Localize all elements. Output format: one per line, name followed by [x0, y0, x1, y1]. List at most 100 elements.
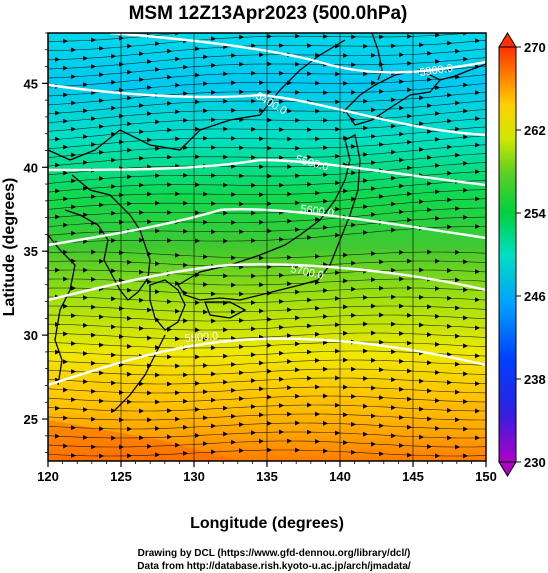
wind-arrow	[259, 25, 264, 30]
wind-arrow	[127, 95, 132, 101]
wind-arrow	[391, 349, 396, 355]
wind-arrow	[399, 105, 404, 111]
wind-arrow	[279, 429, 284, 435]
wind-arrow	[195, 182, 200, 188]
wind-arrow	[195, 327, 200, 333]
height-contours	[48, 33, 486, 387]
wind-arrow	[435, 313, 440, 319]
wind-arrow	[127, 69, 132, 75]
wind-arrow	[463, 259, 468, 265]
wind-arrow	[307, 154, 312, 160]
wind-arrow	[71, 204, 76, 210]
wind-arrow	[335, 348, 340, 354]
wind-arrow	[155, 66, 160, 72]
wind-arrow	[399, 79, 404, 85]
wind-arrow	[83, 159, 88, 165]
wind-arrow	[183, 318, 188, 324]
wind-arrow	[279, 42, 284, 48]
wind-arrow	[475, 116, 480, 122]
wind-arrow	[343, 135, 348, 141]
streamline-2	[48, 39, 486, 61]
wind-arrow	[119, 306, 124, 312]
wind-arrow	[343, 330, 348, 336]
wind-arrow	[279, 98, 284, 104]
wind-arrow	[407, 285, 412, 291]
wind-arrow	[363, 43, 368, 49]
wind-arrow	[239, 370, 244, 376]
wind-arrow	[427, 360, 432, 366]
streamline-31	[48, 314, 486, 322]
wind-arrow	[307, 235, 312, 241]
wind-arrow	[139, 435, 144, 441]
wind-arrow	[111, 268, 116, 274]
wind-arrow	[419, 199, 424, 205]
x-tick-label-130: 130	[183, 469, 205, 484]
wind-arrow	[111, 157, 116, 163]
wind-arrow	[155, 173, 160, 179]
wind-arrow	[447, 295, 452, 301]
wind-arrow	[155, 399, 160, 405]
wind-arrow	[427, 416, 432, 422]
wind-arrow	[379, 89, 384, 95]
coast-china-east	[48, 234, 76, 386]
wind-arrow	[447, 170, 452, 176]
wind-arrow	[295, 89, 300, 95]
streamline-13	[48, 135, 486, 158]
wind-arrow	[251, 404, 256, 410]
wind-arrow	[315, 253, 320, 259]
wind-arrow	[475, 38, 480, 44]
wind-arrow	[287, 281, 292, 287]
wind-arrow	[147, 390, 152, 396]
wind-arrow	[71, 313, 76, 319]
wind-arrow	[427, 207, 432, 213]
wind-arrow	[455, 333, 460, 339]
wind-arrow	[287, 164, 292, 170]
credit-drawing: Drawing by DCL (https://www.gfd-dennou.o…	[137, 548, 411, 559]
wind-arrow	[391, 267, 396, 273]
contour-label-5800: 5800.0	[184, 330, 219, 345]
wind-arrow	[351, 34, 356, 40]
wind-arrow	[211, 345, 216, 351]
y-axis-label: Latitude (degrees)	[1, 178, 18, 317]
wind-arrow	[435, 370, 440, 376]
wind-arrow	[127, 121, 132, 127]
wind-arrow	[295, 315, 300, 321]
wind-arrow	[315, 136, 320, 142]
wind-arrow	[343, 412, 348, 418]
wind-arrow	[63, 170, 68, 176]
wind-arrow	[139, 51, 144, 57]
wind-arrow	[183, 117, 188, 123]
wind-arrow	[475, 408, 480, 414]
wind-arrow	[455, 417, 460, 423]
wind-arrow	[211, 318, 216, 324]
contour-5800	[48, 337, 486, 387]
wind-arrow	[463, 160, 468, 166]
wind-arrow	[211, 229, 216, 235]
wind-arrow	[323, 145, 328, 151]
wind-arrow	[455, 249, 460, 255]
wind-arrow	[223, 126, 228, 132]
wind-arrow	[343, 252, 348, 258]
wind-arrow	[267, 145, 272, 151]
wind-arrow	[99, 258, 104, 264]
wind-arrow	[391, 97, 396, 103]
wind-arrow	[231, 220, 236, 226]
wind-arrow	[447, 118, 452, 124]
wind-arrow	[371, 52, 376, 58]
wind-arrow	[371, 250, 376, 256]
wind-arrow	[195, 99, 200, 105]
wind-arrow	[99, 314, 104, 320]
wind-arrow	[119, 219, 124, 225]
wind-arrow	[371, 107, 376, 113]
coast-ryukyu	[114, 334, 166, 411]
wind-arrow	[183, 398, 188, 404]
wind-arrow	[419, 121, 424, 127]
wind-streamlines	[48, 25, 486, 459]
streamline-46	[48, 449, 486, 457]
wind-arrow	[307, 297, 312, 303]
wind-arrow	[475, 435, 480, 441]
wind-arrow	[363, 375, 368, 381]
wind-arrow	[279, 70, 284, 76]
wind-arrow	[139, 325, 144, 331]
wind-arrow	[323, 448, 328, 454]
